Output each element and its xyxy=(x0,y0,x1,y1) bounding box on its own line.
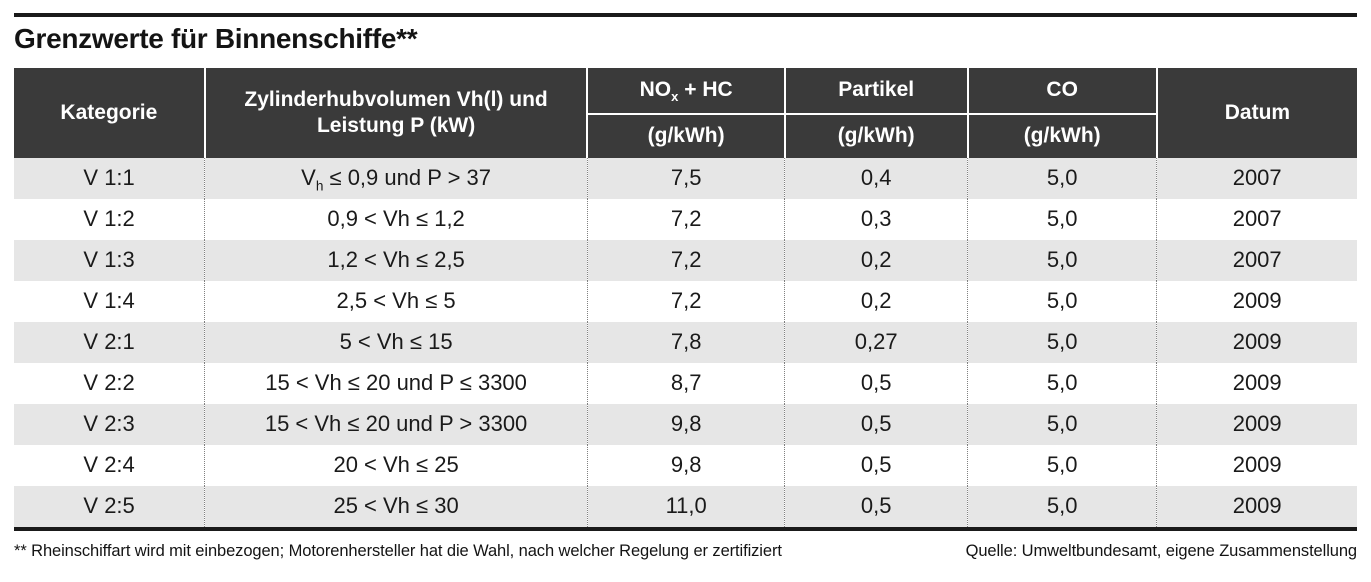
header-nox-unit: (g/kWh) xyxy=(587,112,786,158)
header-nox-post: + HC xyxy=(678,78,733,102)
cell-kategorie: V 1:1 xyxy=(14,157,205,199)
cell-partikel: 0,5 xyxy=(784,444,968,486)
header-nox-sub: x xyxy=(671,89,679,105)
volumen-post: ≤ 0,9 und P > 37 xyxy=(323,165,492,191)
cell-volumen: Vh ≤ 0,9 und P > 37 xyxy=(204,157,588,199)
footer: ** Rheinschiffart wird mit einbezogen; M… xyxy=(14,531,1357,561)
cell-datum: 2009 xyxy=(1156,485,1357,527)
cell-kategorie: V 2:4 xyxy=(83,452,135,478)
header-row-units: (g/kWh) (g/kWh) (g/kWh) xyxy=(14,112,1357,158)
cell-co: 5,0 xyxy=(966,198,1157,240)
cell-co: 5,0 xyxy=(966,239,1157,281)
cell-co: 5,0 xyxy=(966,321,1157,363)
volumen-sub: h xyxy=(315,178,324,194)
cell-datum: 2007 xyxy=(1156,157,1357,199)
cell-partikel: 0,27 xyxy=(784,321,968,363)
cell-volumen: 0,9 < Vh ≤ 1,2 xyxy=(204,198,588,240)
cell-co: 5,0 xyxy=(966,157,1157,199)
cell-partikel: 0,2 xyxy=(784,239,968,281)
volumen-pre: V xyxy=(301,165,316,191)
cell-kategorie: V 2:1 xyxy=(14,321,205,363)
cell-volumen: 5 < Vh ≤ 15 xyxy=(204,321,588,363)
cell-datum: 2007 xyxy=(1156,239,1357,281)
cell-co: 5,0 xyxy=(966,362,1157,404)
table-row: V 1:4 2,5 < Vh ≤ 5 7,2 0,2 5,0 2009 xyxy=(14,280,1357,322)
cell-partikel: 0,4 xyxy=(784,157,968,199)
cell-nox-hc: 7,2 xyxy=(586,239,785,281)
cell-volumen: 2,5 < Vh ≤ 5 xyxy=(204,280,588,322)
cell-kategorie: V 2:5 xyxy=(14,485,205,527)
cell-datum: 2009 xyxy=(1156,362,1357,404)
cell-volumen: 25 < Vh ≤ 30 xyxy=(204,485,588,527)
header-datum: Datum xyxy=(1155,67,1357,158)
table-row: V 1:3 1,2 < Vh ≤ 2,5 7,2 0,2 5,0 2007 xyxy=(14,239,1357,281)
cell-kategorie: V 2:2 xyxy=(83,370,135,396)
cell-volumen: 15 < Vh ≤ 20 und P ≤ 3300 xyxy=(204,362,588,404)
limits-table: Kategorie Zylinderhubvolumen Vh(l) und L… xyxy=(14,67,1357,527)
table-row: V 1:1 Vh ≤ 0,9 und P > 37 7,5 0,4 5,0 2007 xyxy=(14,157,1357,199)
table-row: V 2:4 20 < Vh ≤ 25 9,8 0,5 5,0 2009 xyxy=(14,444,1357,486)
cell-partikel: 0,5 xyxy=(784,403,968,445)
cell-kategorie: V 1:4 xyxy=(83,288,135,314)
table-row: V 2:1 5 < Vh ≤ 15 7,8 0,27 5,0 2009 xyxy=(14,321,1357,363)
table-header: Kategorie Zylinderhubvolumen Vh(l) und L… xyxy=(14,67,1357,158)
cell-co: 5,0 xyxy=(966,444,1157,486)
table-row: V 2:3 15 < Vh ≤ 20 und P > 3300 9,8 0,5 5,0 2… xyxy=(14,403,1357,445)
cell-nox-hc: 9,8 xyxy=(586,444,785,486)
cell-datum: 2007 xyxy=(1156,198,1357,240)
cell-partikel: 0,2 xyxy=(784,280,968,322)
cell-co: 5,0 xyxy=(966,403,1157,445)
cell-datum: 2009 xyxy=(1156,444,1357,486)
cell-co: 5,0 xyxy=(966,280,1157,322)
table-body: V 1:1 Vh ≤ 0,9 und P > 37 7,5 0,4 5,0 2007 V 1… xyxy=(14,157,1357,527)
cell-kategorie: V 2:3 xyxy=(14,403,205,445)
cell-nox-hc: 7,8 xyxy=(586,321,785,363)
cell-volumen: 20 < Vh ≤ 25 xyxy=(204,444,588,486)
cell-nox-hc: 8,7 xyxy=(586,362,785,404)
table-row: V 2:5 25 < Vh ≤ 30 11,0 0,5 5,0 2009 xyxy=(14,485,1357,527)
cell-partikel: 0,5 xyxy=(784,362,968,404)
cell-kategorie: V 1:3 xyxy=(14,239,205,281)
page-title: Grenzwerte für Binnenschiffe** xyxy=(14,23,418,54)
header-co-unit: (g/kWh) xyxy=(966,112,1157,158)
header-nox-pre: NO xyxy=(639,78,672,102)
cell-co: 5,0 xyxy=(966,485,1157,527)
footnote: ** Rheinschiffart wird mit einbezogen; M… xyxy=(14,541,782,560)
header-partikel-unit: (g/kWh) xyxy=(783,112,969,158)
cell-datum: 2009 xyxy=(1156,321,1357,363)
source-credit: Quelle: Umweltbundesamt, eigene Zusammen… xyxy=(965,541,1358,560)
cell-nox-hc: 7,2 xyxy=(586,280,785,322)
cell-partikel: 0,5 xyxy=(784,485,968,527)
cell-partikel: 0,3 xyxy=(784,198,968,240)
top-rule xyxy=(14,13,1357,17)
cell-volumen: 15 < Vh ≤ 20 und P > 3300 xyxy=(204,403,588,445)
header-partikel: Partikel xyxy=(783,67,969,114)
table-row: V 2:2 15 < Vh ≤ 20 und P ≤ 3300 8,7 0,5 5,0 2… xyxy=(14,362,1357,404)
header-kategorie: Kategorie xyxy=(14,67,206,158)
cell-nox-hc: 7,5 xyxy=(586,157,785,199)
header-nox-hc: NOx + HC xyxy=(586,67,786,114)
table-row: V 1:2 0,9 < Vh ≤ 1,2 7,2 0,3 5,0 2007 xyxy=(14,198,1357,240)
header-volumen: Zylinderhubvolumen Vh(l) und Leistung P … xyxy=(203,67,589,158)
cell-nox-hc: 7,2 xyxy=(586,198,785,240)
header-co: CO xyxy=(966,67,1158,114)
bottom-rule xyxy=(14,526,1357,531)
cell-nox-hc: 9,8 xyxy=(586,403,785,445)
cell-nox-hc: 11,0 xyxy=(586,485,785,527)
header-row-top: Kategorie Zylinderhubvolumen Vh(l) und L… xyxy=(14,67,1357,158)
cell-datum: 2009 xyxy=(1156,280,1357,322)
cell-kategorie: V 1:2 xyxy=(83,206,135,232)
cell-volumen: 1,2 < Vh ≤ 2,5 xyxy=(204,239,588,281)
cell-datum: 2009 xyxy=(1156,403,1357,445)
